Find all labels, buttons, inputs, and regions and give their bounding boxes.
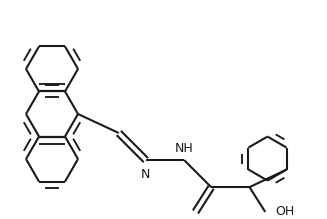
Text: O: O bbox=[191, 218, 200, 219]
Text: OH: OH bbox=[275, 205, 295, 218]
Text: N: N bbox=[141, 168, 150, 181]
Text: NH: NH bbox=[175, 142, 194, 155]
